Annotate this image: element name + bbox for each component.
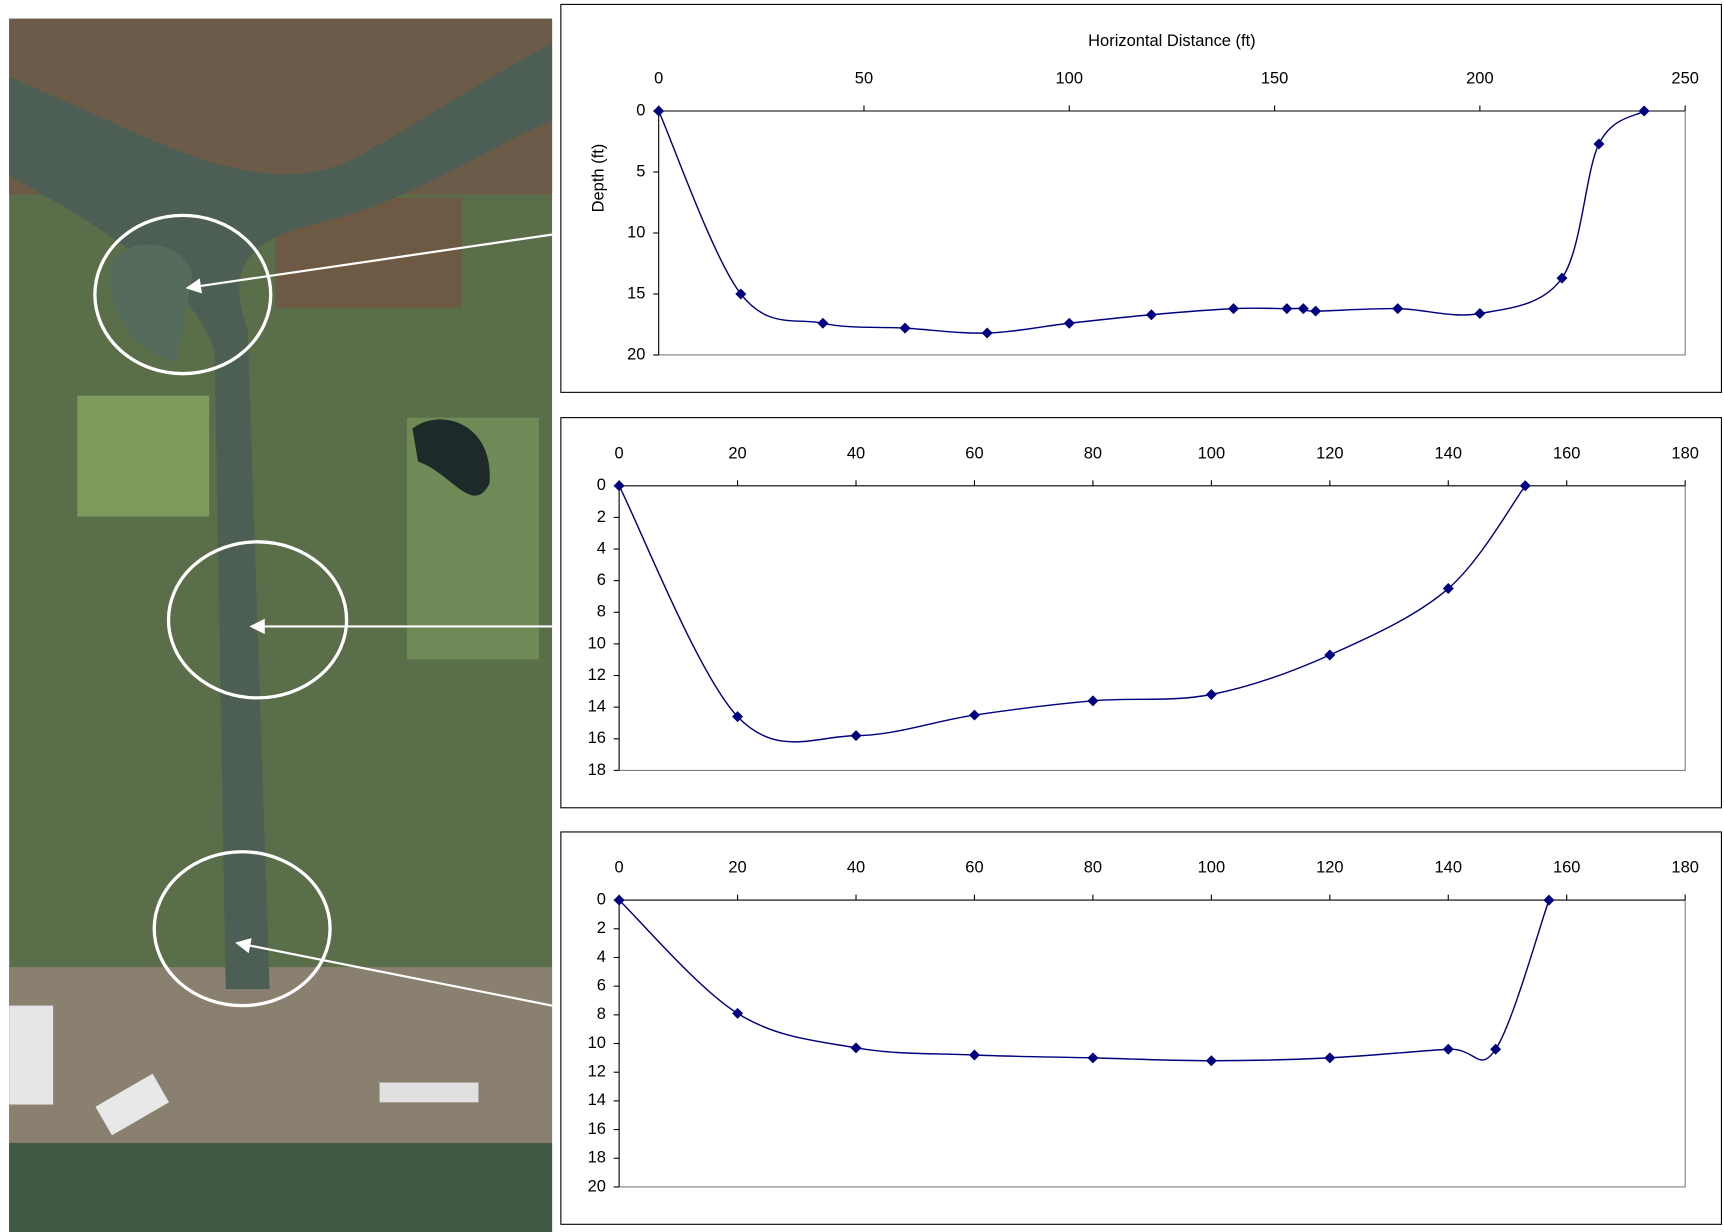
figure: 05010015020025005101520Horizontal Distan…: [0, 0, 1724, 1232]
y-tick-label: 14: [588, 698, 606, 716]
chart-frame: [561, 4, 1722, 392]
y-tick-label: 0: [636, 101, 645, 119]
y-tick-label: 18: [588, 1149, 606, 1167]
x-tick-label: 0: [654, 69, 663, 87]
y-tick-label: 10: [627, 223, 645, 241]
y-tick-label: 14: [588, 1091, 606, 1109]
y-tick-label: 5: [636, 162, 645, 180]
y-tick-label: 6: [597, 571, 606, 589]
x-tick-label: 40: [847, 444, 865, 462]
x-tick-label: 200: [1466, 69, 1493, 87]
x-tick-label: 100: [1198, 444, 1225, 462]
y-tick-label: 20: [627, 345, 645, 363]
x-tick-label: 150: [1261, 69, 1288, 87]
chart: 0 20 40 60 80 100 120 140 160 180 0 2 4 6 8 10 12 14 16 18: [561, 418, 1722, 808]
y-tick-label: 4: [597, 539, 606, 557]
y-tick-label: 2: [597, 919, 606, 937]
x-tick-label: 60: [965, 859, 983, 877]
x-tick-label: 100: [1056, 69, 1083, 87]
y-tick-label: 12: [588, 666, 606, 684]
y-tick-label: 8: [597, 603, 606, 621]
y-tick-label: 2: [597, 508, 606, 526]
y-tick-label: 16: [588, 729, 606, 747]
x-tick-label: 180: [1671, 859, 1698, 877]
x-tick-label: 40: [847, 859, 865, 877]
y-tick-label: 20: [588, 1177, 606, 1195]
x-tick-label: 0: [615, 859, 624, 877]
chart: 0 20 40 60 80 100 120 140 160 180 0 2 4 6 8 10 12 14 16 18 2…: [561, 832, 1722, 1224]
y-tick-label: 4: [597, 948, 606, 966]
y-tick-label: 10: [588, 634, 606, 652]
x-tick-label: 120: [1316, 444, 1343, 462]
x-tick-label: 140: [1435, 859, 1462, 877]
x-tick-label: 120: [1316, 859, 1343, 877]
x-tick-label: 0: [615, 444, 624, 462]
y-tick-label: 15: [627, 284, 645, 302]
page: 05010015020025005101520Horizontal Distan…: [0, 0, 1724, 1232]
x-tick-label: 20: [728, 859, 746, 877]
x-tick-label: 80: [1084, 444, 1102, 462]
y-tick-label: 18: [588, 761, 606, 779]
x-tick-label: 60: [965, 444, 983, 462]
y-tick-label: 8: [597, 1005, 606, 1023]
x-tick-label: 160: [1553, 444, 1580, 462]
x-tick-label: 140: [1435, 444, 1462, 462]
x-tick-label: 20: [728, 444, 746, 462]
chart: 0 50 100 150 200 250 0 5 10 15 20 Horizontal Distan…: [561, 4, 1722, 392]
x-axis-title: Horizontal Distance (ft): [1088, 32, 1256, 50]
y-tick-label: 12: [588, 1063, 606, 1081]
x-tick-label: 100: [1198, 859, 1225, 877]
chart-frame: [561, 832, 1722, 1224]
x-tick-label: 50: [855, 69, 873, 87]
y-tick-label: 16: [588, 1120, 606, 1138]
y-axis-title: Depth (ft): [590, 144, 608, 213]
y-tick-label: 6: [597, 977, 606, 995]
y-tick-label: 0: [597, 890, 606, 908]
x-tick-label: 180: [1671, 444, 1698, 462]
x-tick-label: 80: [1084, 859, 1102, 877]
x-tick-label: 160: [1553, 859, 1580, 877]
y-tick-label: 0: [597, 476, 606, 494]
chart-frame: [561, 418, 1722, 808]
y-tick-label: 10: [588, 1034, 606, 1052]
x-tick-label: 250: [1671, 69, 1698, 87]
